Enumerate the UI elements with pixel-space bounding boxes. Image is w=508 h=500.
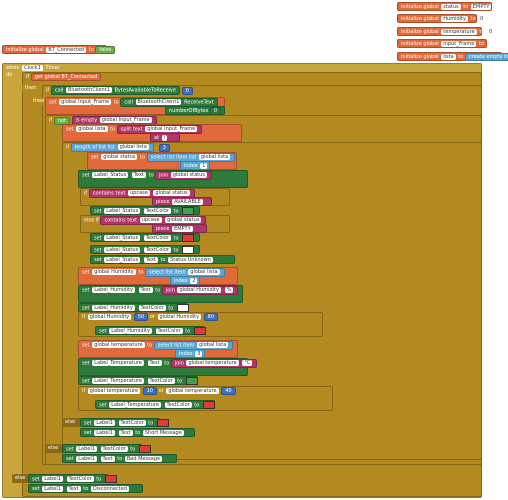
set-status-unknown[interactable]: set Label_Status Text to Status Unknown: [90, 255, 235, 264]
color-red-4[interactable]: [156, 419, 169, 427]
set-label1-red-2[interactable]: set Label1 TextColor to: [62, 444, 151, 453]
piece-empty: piece EMPTY: [152, 224, 207, 233]
length-of-list[interactable]: length of list list global lista: [70, 143, 154, 152]
do-label: do: [3, 71, 23, 80]
h-low[interactable]: 50: [133, 313, 149, 321]
set-label-humidity[interactable]: set Label_Humidity Text to join global H…: [78, 285, 243, 303]
then-label-2: then: [30, 97, 50, 106]
get-bt-connected[interactable]: get global BT_Connected: [30, 73, 102, 81]
set-label1-bad[interactable]: set Label1 Text to Bad Message: [62, 454, 177, 463]
join-status[interactable]: join global status: [155, 171, 212, 180]
num-three[interactable]: 3: [158, 143, 170, 152]
num-zero[interactable]: 0: [181, 86, 193, 95]
color-green-2[interactable]: [185, 377, 198, 385]
init-global-lista[interactable]: initialize global lista to create empty …: [397, 52, 508, 61]
set-humidity-color[interactable]: set Label_Humidity TextColor to: [78, 303, 189, 312]
not-block[interactable]: not: [53, 116, 70, 125]
set-temperature-red[interactable]: set Label_Temperature TextColor to: [95, 400, 215, 409]
index-three: index 3: [175, 349, 205, 358]
color-red-2[interactable]: [193, 327, 206, 335]
set-temperature[interactable]: set global temperature to select list it…: [78, 340, 238, 358]
init-global-bt-connected[interactable]: initialize global BT_Connected to false: [2, 45, 116, 54]
set-status[interactable]: set global status to select list item li…: [87, 152, 237, 170]
color-white[interactable]: [182, 246, 195, 254]
set-humidity[interactable]: set global Humidity to select list item …: [78, 267, 238, 285]
set-temperature-color[interactable]: set Label_Temperature TextColor to: [78, 376, 198, 385]
then-label: then: [22, 84, 42, 93]
get-bytes-avail[interactable]: 0: [209, 107, 222, 115]
color-red-6[interactable]: [104, 475, 117, 483]
color-white-2[interactable]: [176, 304, 189, 312]
index-two: index 2: [170, 276, 200, 285]
contains-block[interactable]: contains text upcase global status: [88, 189, 195, 198]
set-label-status-text[interactable]: set Label_Status Text to join global sta…: [78, 170, 248, 188]
piece-available: piece AVAILABLE: [152, 197, 212, 206]
false-block[interactable]: false: [95, 46, 116, 54]
set-status-color-green[interactable]: set Label_Status TextColor to: [90, 206, 200, 215]
color-red-5[interactable]: [138, 445, 151, 453]
set-label1-red[interactable]: set Label1 TextColor to: [80, 418, 169, 427]
create-empty-list[interactable]: create empty list: [464, 53, 508, 61]
set-status-color-red[interactable]: set Label_Status TextColor to: [90, 233, 200, 242]
set-humidity-red[interactable]: set Label_Humidity TextColor to: [95, 326, 206, 335]
index-one: index 1: [180, 161, 210, 170]
color-red[interactable]: [182, 234, 195, 242]
init-global-input-frame[interactable]: initialize global Input_Frame to: [397, 39, 487, 48]
init-global-temperature[interactable]: initialize global temperature to 0: [397, 27, 495, 36]
call-bytes-available[interactable]: call BluetoothClient1 BytesAvailableToRe…: [50, 86, 180, 95]
color-red-3[interactable]: [202, 401, 215, 409]
join-humidity[interactable]: join global Humidity %: [161, 286, 239, 295]
init-global-humidity[interactable]: initialize global Humidity to 0: [397, 14, 486, 23]
number-of-bytes: numberOfBytes 0: [165, 106, 225, 115]
else-label: else: [62, 418, 82, 427]
t-low[interactable]: 10: [142, 387, 157, 395]
set-label1-short[interactable]: set Label1 Text to Short Message: [80, 428, 195, 437]
t-high[interactable]: 40: [221, 387, 236, 395]
init-global-status[interactable]: initialize global status to EMPTY: [397, 2, 492, 11]
h-high[interactable]: 80: [203, 313, 219, 321]
set-label1-red-3[interactable]: set Label1 TextColor to: [28, 474, 117, 483]
join-temperature[interactable]: join global temperature °C: [170, 359, 258, 368]
set-label-temperature[interactable]: set Label_Temperature Text to join globa…: [78, 358, 258, 376]
split-at: at /: [150, 133, 180, 142]
else-label-3: else: [12, 474, 32, 483]
set-label1-disconnected[interactable]: set Label1 Text to Disconnected: [28, 484, 143, 493]
set-status-color-white[interactable]: set Label_Status TextColor to: [90, 245, 200, 254]
else-label-2: else: [45, 444, 65, 453]
color-green[interactable]: [182, 207, 195, 215]
